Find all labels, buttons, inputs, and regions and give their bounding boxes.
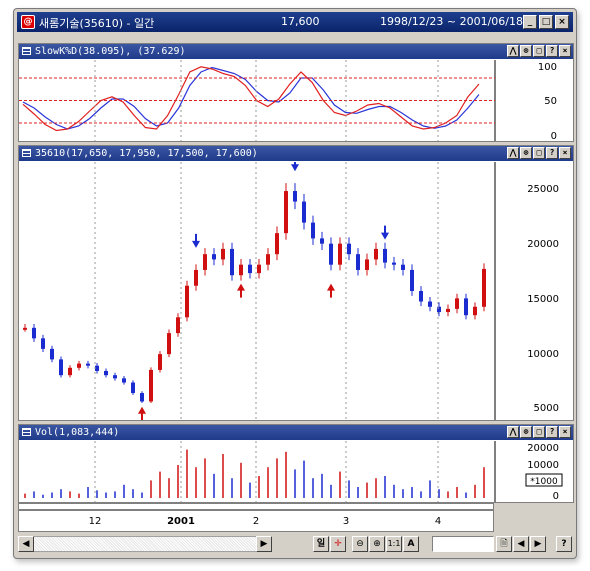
price-pane-header[interactable]: 35610(17,650, 17,950, 17,500, 17,600) ⋀ … [19,146,573,161]
time-label-2: 2 [253,516,259,527]
scroll-right-button[interactable]: ▶ [256,536,272,552]
pane-close-button[interactable]: × [559,147,571,159]
price-tick-10000: 10000 [527,349,559,360]
period-button[interactable]: 일 [313,536,329,552]
series-line-slowd [22,66,480,130]
price-tick-15000: 15000 [527,294,559,305]
grid-icon [22,428,31,436]
volume-chart: 20000 10000 *1000 0 [24,441,563,502]
time-label-2001: 2001 [167,516,195,527]
pane-collapse-button[interactable]: ⋀ [507,45,519,57]
vol-tick-0: 0 [553,491,559,502]
stochastic-pane-header[interactable]: SlowK%D(38.095), (37.629) ⋀ ⊗ □ ? × [19,44,573,59]
buy-signal-arrow [138,406,146,420]
nav-next-button[interactable]: ▶ [530,536,546,552]
time-axis-svg: 12 2001 2 3 4 [19,509,493,527]
volume-header-label: Vol(1,083,444) [35,427,120,438]
time-label-4: 4 [435,516,441,527]
time-axis: 12 2001 2 3 4 [18,503,494,532]
pane-help-button[interactable]: ? [546,147,558,159]
bottom-toolbar: ◀ ▶ 일 ✛ ⊖ ⊕ 1:1 A 🗎 ◀ ▶ ? [18,535,574,553]
vol-tick-20000: 20000 [527,443,559,454]
price-chart: 25000 20000 15000 10000 5000 [23,162,559,420]
time-label-3: 3 [343,516,349,527]
grid-icon [22,149,31,157]
text-tool-button[interactable]: A [403,536,419,552]
pane-help-button[interactable]: ? [546,45,558,57]
grid-icon [22,47,31,55]
stochastic-header-label: SlowK%D(38.095), (37.629) [35,46,186,57]
volume-pane: Vol(1,083,444) ⋀ ⊗ □ ? × 20000 10000 *10… [18,424,574,503]
minimize-button[interactable]: _ [523,15,537,29]
pane-maximize-button[interactable]: □ [533,147,545,159]
title-bar[interactable]: @ 새롬기술(35610) - 일간 17,600 1998/12/23 ~ 2… [17,12,573,32]
window-title: 새롬기술(35610) - 일간 [39,17,155,30]
volume-pane-header[interactable]: Vol(1,083,444) ⋀ ⊗ □ ? × [19,425,573,440]
scroll-left-button[interactable]: ◀ [18,536,34,552]
stochastic-chart: 100 50 0 [19,60,557,142]
vol-unit-box [525,473,563,487]
pane-collapse-button[interactable]: ⋀ [507,426,519,438]
vol-tick-10000: 10000 [527,460,559,471]
buy-signal-arrow [237,283,245,298]
current-price: 17,600 [281,15,320,28]
zoom-input[interactable] [432,536,494,552]
zoom-out-button[interactable]: ⊖ [352,536,368,552]
zoom-in-button[interactable]: ⊕ [369,536,385,552]
pane-help-button[interactable]: ? [546,426,558,438]
buy-signal-arrow [327,283,335,298]
pane-collapse-button[interactable]: ⋀ [507,147,519,159]
pane-maximize-button[interactable]: □ [533,45,545,57]
pane-settings-button[interactable]: ⊗ [520,426,532,438]
axis-corner [494,503,574,532]
horizontal-scrollbar[interactable] [18,536,272,552]
maximize-button[interactable]: □ [539,15,553,29]
pane-settings-button[interactable]: ⊗ [520,147,532,159]
price-tick-5000: 5000 [534,403,559,414]
pane-close-button[interactable]: × [559,426,571,438]
time-label-12: 12 [89,516,102,527]
crosshair-button[interactable]: ✛ [330,536,346,552]
vol-unit-label: *1000 [530,477,558,487]
sell-signal-arrow [291,162,299,172]
stoch-tick-50: 50 [544,96,557,107]
pane-close-button[interactable]: × [559,45,571,57]
price-tick-25000: 25000 [527,184,559,195]
nav-prev-button[interactable]: ◀ [513,536,529,552]
help-button[interactable]: ? [556,536,572,552]
chart-window: @ 새롬기술(35610) - 일간 17,600 1998/12/23 ~ 2… [13,8,577,559]
pane-settings-button[interactable]: ⊗ [520,45,532,57]
sell-signal-arrow [192,233,200,248]
doc-icon[interactable]: 🗎 [496,536,512,552]
close-button[interactable]: × [555,15,569,29]
sell-signal-arrow [381,225,389,240]
pane-maximize-button[interactable]: □ [533,426,545,438]
stoch-tick-0: 0 [551,131,557,142]
price-tick-20000: 20000 [527,239,559,250]
stoch-tick-100: 100 [538,62,557,73]
date-range: 1998/12/23 ~ 2001/06/18 [380,15,524,28]
app-icon: @ [21,15,35,29]
price-header-label: 35610(17,650, 17,950, 17,500, 17,600) [35,148,258,159]
actual-size-button[interactable]: 1:1 [386,536,402,552]
stochastic-pane: SlowK%D(38.095), (37.629) ⋀ ⊗ □ ? × 100 … [18,43,574,142]
price-pane: 35610(17,650, 17,950, 17,500, 17,600) ⋀ … [18,145,574,421]
series-line-slowk [22,66,480,132]
